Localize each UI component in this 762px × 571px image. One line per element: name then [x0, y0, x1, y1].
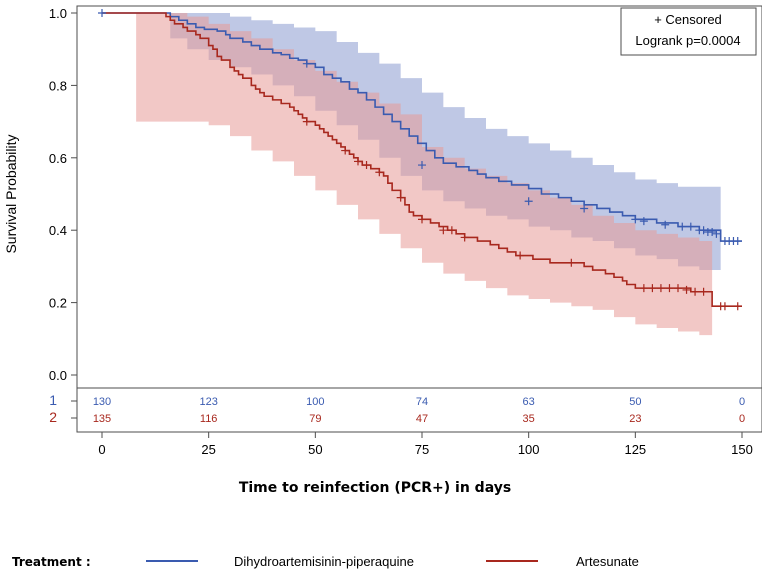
censor-mark-dhp [708, 228, 717, 237]
y-axis-title: Survival Probability [3, 134, 19, 253]
censor-mark-dhp [733, 237, 742, 246]
inset-logrank: Logrank p=0.0004 [635, 33, 740, 48]
plot-frame [76, 5, 762, 433]
censor-mark-artesunate [396, 193, 405, 202]
censor-mark-artesunate [733, 302, 742, 311]
censor-mark-dhp [302, 59, 311, 68]
censor-mark-artesunate [341, 146, 350, 155]
y-axis: 0.0 0.2 0.4 0.6 0.8 1.0 [49, 6, 77, 383]
censor-mark-dhp [631, 215, 640, 224]
x-tick-label: 25 [201, 442, 215, 457]
censor-mark-dhp [712, 229, 721, 238]
y-tick-label: 0.0 [49, 368, 67, 383]
censor-mark-dhp [661, 220, 670, 229]
censor-mark-dhp [639, 217, 648, 226]
y-tick-label: 0.8 [49, 78, 67, 93]
survival-line-dhp [102, 12, 742, 242]
legend: Treatment : Dihydroartemisinin-piperaqui… [12, 554, 639, 569]
censor-mark-artesunate [375, 168, 384, 177]
censor-mark-artesunate [682, 285, 691, 294]
censor-mark-artesunate [639, 284, 648, 293]
at-risk-count: 130 [93, 396, 111, 408]
censor-mark-artesunate [648, 284, 657, 293]
censor-mark-artesunate [460, 233, 469, 242]
at-risk-count: 116 [200, 413, 218, 425]
at-risk-count: 79 [309, 413, 321, 425]
legend-label-artesunate: Artesunate [576, 554, 639, 569]
at-risk-count: 135 [93, 413, 111, 425]
at-risk-count: 50 [629, 396, 641, 408]
at-risk-count: 100 [306, 396, 324, 408]
y-tick-label: 0.6 [49, 151, 67, 166]
x-tick-label: 0 [98, 442, 105, 457]
y-tick-label: 0.2 [49, 296, 67, 311]
survival-line-artesunate [102, 12, 742, 308]
censor-mark-artesunate [699, 287, 708, 296]
censor-marks [98, 9, 742, 311]
x-tick-label: 75 [415, 442, 429, 457]
censor-mark-artesunate [302, 117, 311, 126]
risk-row-label: 2 [49, 409, 57, 425]
x-axis: 0 25 50 75 100 125 150 [98, 432, 753, 457]
plot-area [98, 9, 742, 336]
at-risk-count: 0 [739, 396, 745, 408]
ci-band-artesunate [102, 13, 713, 336]
x-tick-label: 50 [308, 442, 322, 457]
censor-mark-artesunate [354, 157, 362, 166]
censor-mark-artesunate [656, 284, 665, 293]
censor-mark-dhp [699, 226, 708, 235]
censor-mark-dhp [580, 204, 589, 213]
y-tick-label: 0.4 [49, 223, 67, 238]
censor-mark-dhp [418, 161, 426, 170]
censor-mark-dhp [524, 197, 533, 206]
legend-label-dhp: Dihydroartemisinin-piperaquine [234, 554, 414, 569]
censor-mark-dhp [686, 222, 695, 231]
x-tick-label: 150 [731, 442, 753, 457]
censor-mark-artesunate [516, 251, 525, 260]
censor-mark-artesunate [447, 226, 456, 235]
risk-row-label: 1 [49, 392, 57, 408]
censor-mark-artesunate [720, 302, 729, 311]
censor-mark-artesunate [362, 161, 371, 170]
at-risk-count: 23 [629, 413, 641, 425]
at-risk-count: 0 [739, 413, 745, 425]
x-axis-title: Time to reinfection (PCR+) in days [239, 480, 511, 496]
censor-mark-artesunate [439, 226, 448, 235]
at-risk-count: 35 [523, 413, 535, 425]
x-tick-label: 100 [518, 442, 540, 457]
inset-box: + Censored Logrank p=0.0004 [620, 7, 757, 56]
survival-curves [102, 12, 742, 308]
censor-mark-dhp [678, 222, 687, 231]
at-risk-table: 1 130 123 100 74 63 50 0 2 135 116 79 47 35 23 0 [49, 392, 745, 425]
censor-mark-artesunate [674, 284, 682, 293]
at-risk-count: 63 [523, 396, 535, 408]
censor-mark-artesunate [418, 215, 426, 224]
at-risk-count: 47 [416, 413, 428, 425]
inset-censored: + Censored [654, 12, 722, 27]
censor-mark-artesunate [691, 287, 700, 296]
y-tick-label: 1.0 [49, 6, 67, 21]
legend-title: Treatment : [12, 555, 91, 569]
confidence-bands [102, 13, 721, 336]
censor-mark-artesunate [567, 258, 576, 267]
at-risk-count: 123 [199, 396, 217, 408]
at-risk-count: 74 [416, 396, 428, 408]
x-tick-label: 125 [624, 442, 646, 457]
censor-mark-dhp [98, 9, 106, 17]
censor-mark-artesunate [665, 284, 674, 293]
